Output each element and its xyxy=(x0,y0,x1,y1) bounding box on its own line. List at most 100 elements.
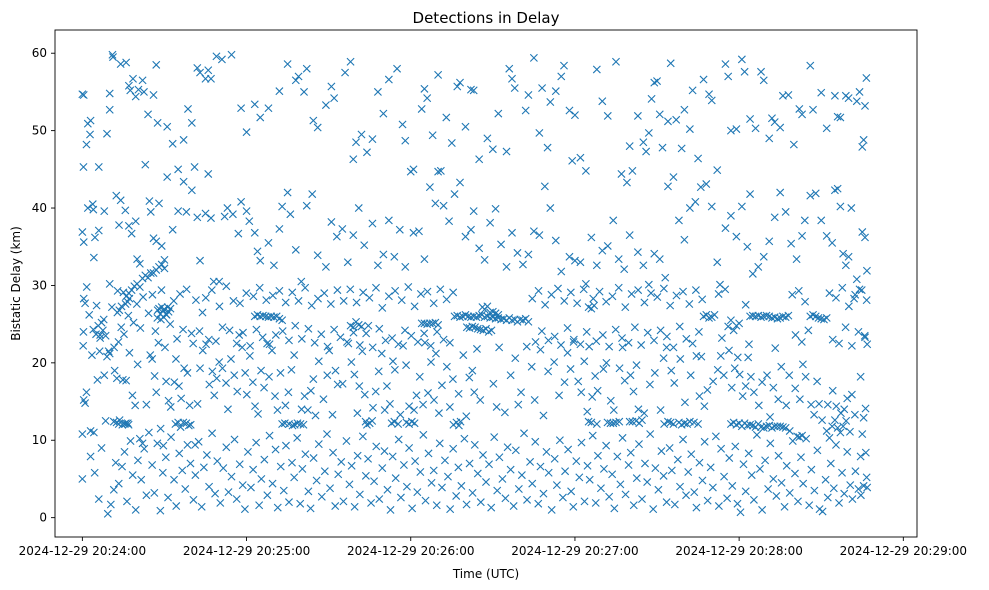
data-point xyxy=(839,249,848,258)
data-point xyxy=(202,340,211,349)
data-point xyxy=(278,420,287,428)
data-point xyxy=(193,213,202,222)
data-point xyxy=(157,260,166,269)
data-point xyxy=(90,468,99,477)
data-point xyxy=(741,300,750,309)
data-point xyxy=(194,437,203,446)
data-point xyxy=(286,210,295,219)
data-point xyxy=(694,420,703,428)
data-point xyxy=(470,440,479,449)
data-point xyxy=(861,448,870,457)
data-point xyxy=(815,399,824,408)
data-point xyxy=(364,321,373,330)
data-point xyxy=(454,463,463,472)
data-point xyxy=(196,364,205,373)
data-point xyxy=(390,252,399,261)
data-point xyxy=(655,110,664,119)
data-point xyxy=(327,82,336,91)
data-point xyxy=(101,331,110,340)
data-point xyxy=(149,91,158,100)
data-point xyxy=(131,505,140,514)
data-point xyxy=(343,258,352,267)
data-point xyxy=(321,262,330,271)
data-point xyxy=(256,113,265,122)
data-point xyxy=(287,458,296,467)
data-point xyxy=(174,207,183,216)
data-point xyxy=(94,495,103,504)
data-point xyxy=(399,341,408,350)
data-point xyxy=(268,346,276,355)
data-point xyxy=(373,261,382,270)
data-point xyxy=(85,310,94,319)
y-tick-label: 0 xyxy=(39,511,47,525)
data-point xyxy=(433,327,442,336)
data-point xyxy=(535,128,544,137)
data-point xyxy=(854,485,863,493)
data-point xyxy=(861,233,869,242)
data-point xyxy=(152,388,161,397)
data-point xyxy=(776,123,785,132)
data-point xyxy=(469,86,478,95)
data-point xyxy=(448,375,457,384)
data-point xyxy=(235,299,244,308)
data-point xyxy=(368,135,377,144)
data-point xyxy=(630,323,639,332)
data-point xyxy=(491,204,500,213)
data-point xyxy=(111,458,120,467)
data-point xyxy=(462,412,471,421)
data-point xyxy=(249,292,258,301)
data-point xyxy=(304,324,313,333)
data-point xyxy=(593,451,602,460)
data-point xyxy=(380,447,389,456)
data-point xyxy=(843,447,852,456)
data-point xyxy=(150,372,159,380)
data-point xyxy=(720,472,729,481)
data-point xyxy=(217,55,226,64)
data-point xyxy=(170,475,179,484)
data-point xyxy=(647,94,656,103)
data-point xyxy=(799,479,808,488)
data-point xyxy=(372,442,381,451)
data-point xyxy=(574,377,583,386)
data-point xyxy=(264,104,273,113)
data-point xyxy=(596,484,605,493)
data-point xyxy=(459,351,468,360)
data-point xyxy=(281,401,290,410)
data-point xyxy=(616,480,625,489)
data-point xyxy=(271,392,280,401)
data-point xyxy=(79,238,88,247)
data-point xyxy=(423,389,432,398)
data-point xyxy=(104,347,113,356)
data-point xyxy=(299,420,308,429)
data-point xyxy=(730,364,739,373)
data-point xyxy=(527,362,536,371)
data-point xyxy=(844,302,853,311)
data-point xyxy=(294,72,303,81)
data-point xyxy=(291,321,300,330)
data-point xyxy=(133,360,142,369)
data-point xyxy=(589,294,598,303)
data-point xyxy=(493,486,502,495)
data-point xyxy=(657,447,666,456)
data-point xyxy=(719,371,728,380)
data-point xyxy=(436,166,445,175)
data-point xyxy=(501,494,510,503)
data-point xyxy=(260,383,269,392)
data-point xyxy=(205,380,214,389)
data-point xyxy=(729,326,738,335)
data-point xyxy=(164,396,173,405)
data-point xyxy=(120,447,129,456)
data-point xyxy=(508,228,516,237)
data-point xyxy=(714,289,723,298)
data-point xyxy=(132,300,141,309)
data-point xyxy=(408,504,417,513)
data-point xyxy=(355,490,364,499)
data-point xyxy=(162,310,171,319)
data-point xyxy=(368,416,377,425)
data-point xyxy=(796,453,805,462)
data-point xyxy=(254,409,263,418)
data-point xyxy=(517,388,526,397)
data-point xyxy=(424,449,433,458)
data-point xyxy=(700,437,709,446)
data-point xyxy=(606,396,615,405)
